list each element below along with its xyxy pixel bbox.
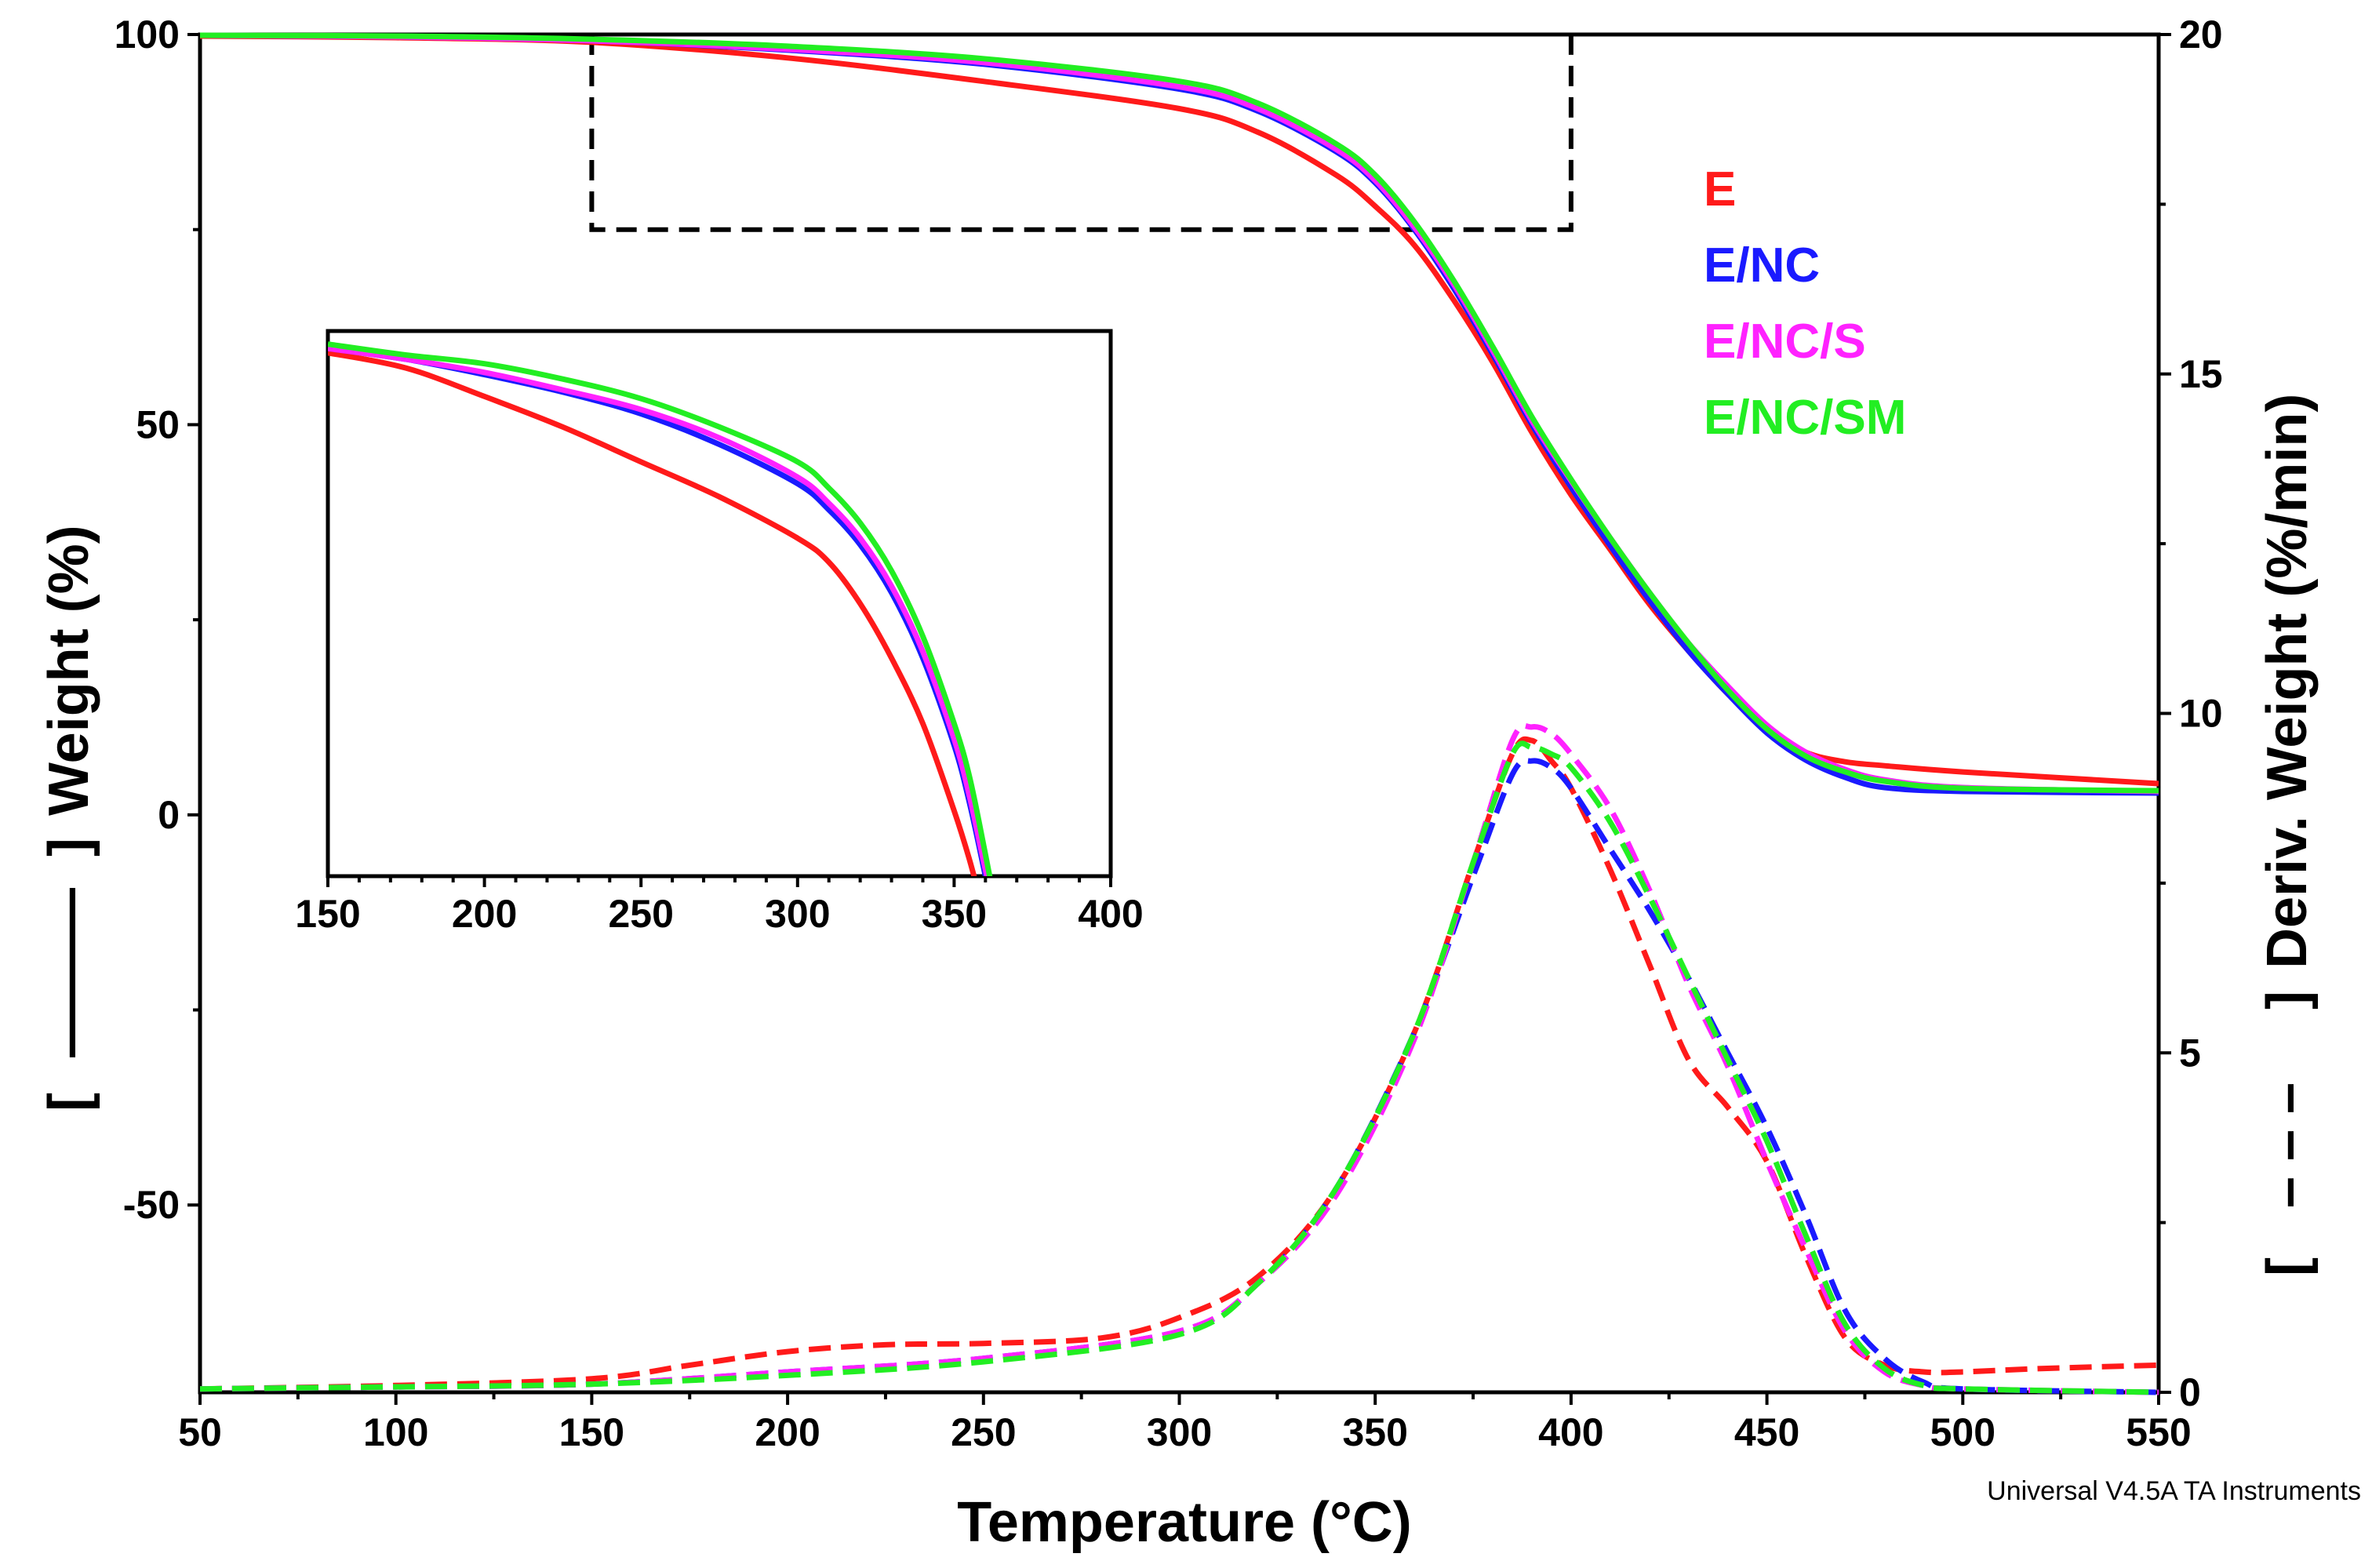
x-tick-label: 500 bbox=[1930, 1410, 1995, 1454]
y-right-tick-label: 10 bbox=[2179, 692, 2223, 736]
x-tick-label: 150 bbox=[559, 1410, 624, 1454]
x-tick-label: 450 bbox=[1734, 1410, 1799, 1454]
x-tick-label: 400 bbox=[1538, 1410, 1603, 1454]
inset-line-e-nc-s bbox=[328, 345, 990, 876]
inset-frame bbox=[326, 329, 1113, 879]
y-left-title-dash: ——— bbox=[38, 888, 100, 1057]
software-version-label: Universal V4.5A TA Instruments bbox=[1987, 1476, 2361, 1506]
y-right-title-close: ] bbox=[2256, 991, 2319, 1010]
y-left-tick-label: 100 bbox=[115, 13, 180, 56]
inset-lines bbox=[328, 341, 993, 876]
deriv-line-e-nc-sm bbox=[199, 740, 2159, 1395]
inset-line-e bbox=[328, 350, 977, 876]
inset-x-tick-label: 400 bbox=[1078, 892, 1143, 936]
x-tick-label: 200 bbox=[755, 1410, 820, 1454]
x-axis-title: Temperature (°C) bbox=[957, 1491, 1412, 1554]
legend-entry-e-nc: E/NC bbox=[1704, 238, 1820, 293]
x-tick-label: 300 bbox=[1147, 1410, 1212, 1454]
legend-entry-e: E bbox=[1704, 162, 1736, 216]
inset-x-tick-label: 200 bbox=[452, 892, 517, 936]
y-right-title-dash: – – – bbox=[2256, 1082, 2319, 1208]
y-right-tick-label: 15 bbox=[2179, 352, 2223, 396]
inset-x-tick-label: 300 bbox=[765, 892, 830, 936]
y-right-title-open: [ bbox=[2256, 1257, 2319, 1276]
x-tick-label: 100 bbox=[363, 1410, 428, 1454]
y-left-axis-title: [ ——— ] Weight (%) bbox=[38, 525, 100, 1111]
y-left-title-text: Weight (%) bbox=[38, 525, 100, 816]
y-right-tick-label: 20 bbox=[2179, 13, 2223, 56]
y-left-title-open: [ bbox=[38, 1093, 100, 1111]
y-left-tick-label: 50 bbox=[136, 402, 180, 446]
inset-x-tick-label: 350 bbox=[922, 892, 987, 936]
inset-line-e-nc-sm bbox=[328, 341, 993, 876]
inset-plot-area: 150 200 250 300 350 400 bbox=[295, 329, 1144, 936]
inset-x-tick-label: 250 bbox=[608, 892, 673, 936]
weight-line-e-nc-sm bbox=[199, 32, 2159, 794]
legend-entry-e-nc-sm: E/NC/SM bbox=[1704, 391, 1906, 445]
y-right-title-text: Deriv. Weight (%/min) bbox=[2256, 394, 2319, 969]
main-plot-area: 50 100 150 200 250 300 350 400 450 500 550100500-5… bbox=[115, 13, 2223, 1454]
deriv-line-e-nc bbox=[199, 758, 2159, 1395]
y-right-tick-label: 5 bbox=[2179, 1031, 2201, 1075]
y-right-tick-label: 0 bbox=[2179, 1370, 2201, 1414]
y-left-tick-label: -50 bbox=[123, 1183, 180, 1227]
x-tick-label: 50 bbox=[178, 1410, 222, 1454]
inset-x-tick-label: 150 bbox=[295, 892, 360, 936]
x-tick-label: 550 bbox=[2126, 1410, 2191, 1454]
y-right-axis-title: [ – – – ] Deriv. Weight (%/min) bbox=[2256, 394, 2319, 1276]
legend-entry-e-nc-s: E/NC/S bbox=[1704, 315, 1866, 369]
deriv-line-e-nc-s bbox=[199, 722, 2159, 1395]
legend: E E/NC E/NC/S E/NC/SM bbox=[1704, 162, 1906, 445]
x-tick-label: 250 bbox=[951, 1410, 1016, 1454]
y-left-title-close: ] bbox=[38, 838, 100, 857]
zoom-region-box bbox=[589, 35, 1573, 232]
deriv-line-e bbox=[199, 736, 2159, 1392]
y-left-tick-label: 0 bbox=[158, 793, 180, 837]
x-tick-label: 350 bbox=[1342, 1410, 1407, 1454]
